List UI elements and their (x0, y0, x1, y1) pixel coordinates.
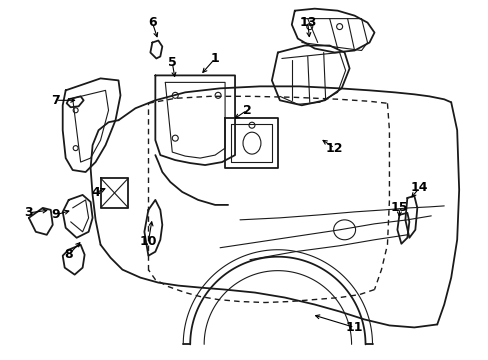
Text: 5: 5 (167, 56, 176, 69)
Text: 9: 9 (51, 208, 60, 221)
Text: 4: 4 (91, 186, 100, 199)
Text: 15: 15 (390, 201, 407, 215)
Text: 11: 11 (345, 321, 363, 334)
Text: 8: 8 (64, 248, 73, 261)
Text: 1: 1 (210, 52, 219, 65)
Text: 14: 14 (410, 181, 427, 194)
Text: 7: 7 (51, 94, 60, 107)
Text: 6: 6 (148, 16, 156, 29)
Text: 12: 12 (325, 141, 343, 155)
Text: 10: 10 (140, 235, 157, 248)
Text: 13: 13 (299, 16, 316, 29)
Text: 3: 3 (24, 206, 33, 219)
Text: 2: 2 (242, 104, 251, 117)
